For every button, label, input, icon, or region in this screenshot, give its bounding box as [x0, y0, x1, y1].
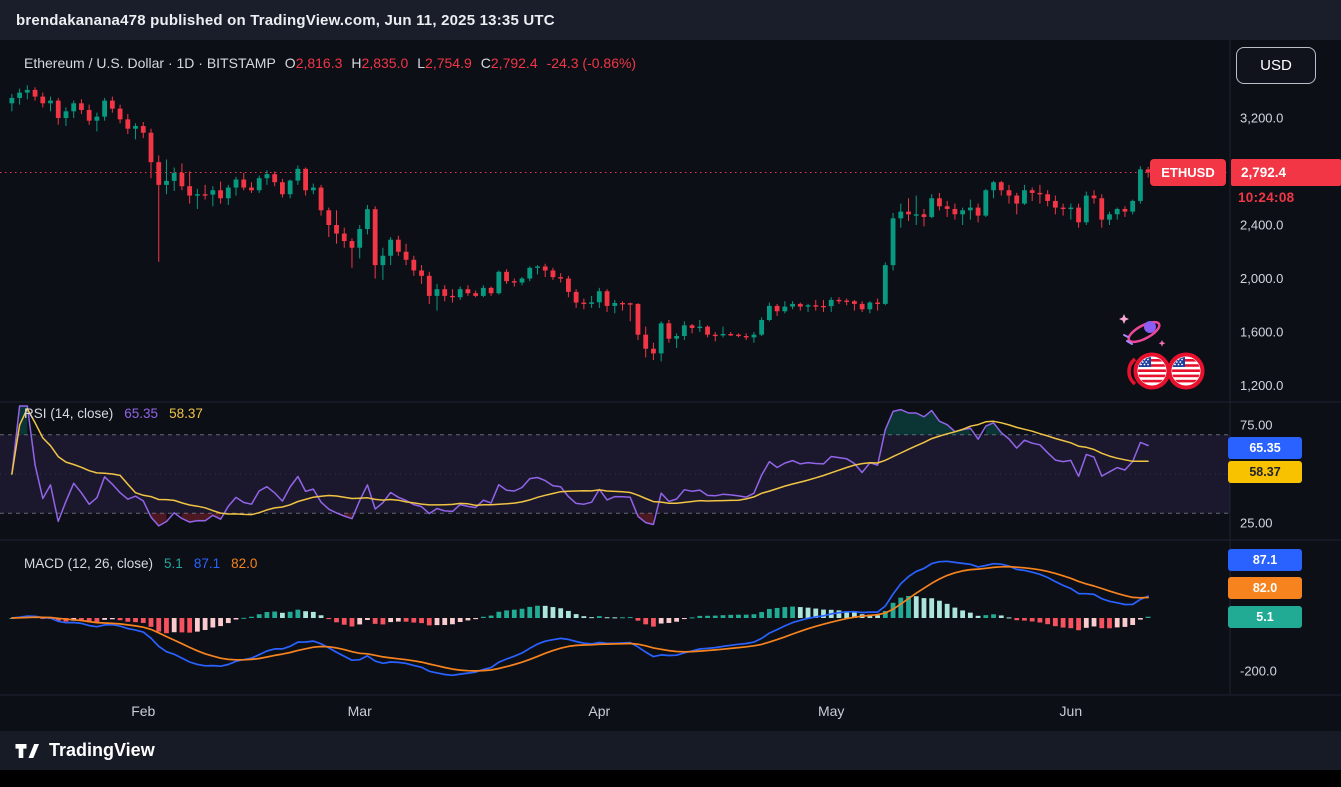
macd-line-badge: 87.1 [1228, 549, 1302, 571]
rsi-title[interactable]: RSI (14, close) [24, 406, 114, 421]
ohlc-low: L2,754.9 [417, 55, 472, 71]
svg-text:2,400.0: 2,400.0 [1240, 218, 1283, 233]
brand-name[interactable]: TradingView [49, 740, 155, 760]
symbol-legend: Ethereum / U.S. Dollar · 1D · BITSTAMP O… [24, 55, 636, 71]
svg-text:1,200.0: 1,200.0 [1240, 378, 1283, 393]
rsi-legend: RSI (14, close) 65.35 58.37 [24, 406, 203, 421]
svg-text:25.00: 25.00 [1240, 516, 1273, 531]
svg-text:3,200.0: 3,200.0 [1240, 111, 1283, 126]
svg-text:Feb: Feb [131, 703, 155, 719]
currency-toggle-usd-button[interactable]: USD [1236, 47, 1316, 84]
symbol-price-label: ETHUSD [1150, 159, 1226, 186]
bottom-strip [0, 770, 1341, 787]
flag-motion-arc [1127, 357, 1137, 386]
share-header: brendakanana478 published on TradingView… [0, 0, 1341, 40]
comet-sticker-icon[interactable] [1119, 314, 1166, 347]
svg-text:May: May [818, 703, 844, 719]
macd-signal-badge: 82.0 [1228, 577, 1302, 599]
svg-text:-200.0: -200.0 [1240, 664, 1277, 679]
tradingview-logo-icon[interactable] [14, 740, 40, 762]
ohlc-open: O2,816.3 [284, 55, 343, 71]
svg-text:2,000.0: 2,000.0 [1240, 271, 1283, 286]
ohlc-high: H2,835.0 [351, 55, 409, 71]
macd-title[interactable]: MACD (12, 26, close) [24, 556, 154, 571]
ohlc-close: C2,792.4 [480, 55, 538, 71]
chart-canvas[interactable]: 3,200.0 2,400.0 2,000.0 1,600.0 1,200.0 75.00… [0, 40, 1341, 731]
sticker-overlay [1116, 310, 1220, 398]
publisher-text: brendakanana478 published on TradingView… [16, 11, 555, 29]
svg-text:Mar: Mar [348, 703, 372, 719]
svg-text:1,600.0: 1,600.0 [1240, 325, 1283, 340]
macd-hist-badge: 5.1 [1228, 606, 1302, 628]
rsi-value-badge: 65.35 [1228, 437, 1302, 459]
macd-legend: MACD (12, 26, close) 5.1 87.1 82.0 [24, 556, 257, 571]
footer-bar: TradingView [0, 731, 1341, 770]
svg-text:75.00: 75.00 [1240, 418, 1273, 433]
rsi-value: 65.35 [124, 406, 159, 421]
svg-text:Jun: Jun [1060, 703, 1083, 719]
change-value: -24.3 (-0.86%) [546, 55, 637, 71]
macd-line-value: 87.1 [193, 556, 221, 571]
bar-close-countdown: 10:24:08 [1238, 190, 1295, 205]
last-price-badge: 2,792.4 [1231, 159, 1341, 186]
symbol-title[interactable]: Ethereum / U.S. Dollar · 1D · BITSTAMP [24, 55, 276, 71]
macd-signal-value: 82.0 [231, 556, 258, 571]
macd-hist-value: 5.1 [164, 556, 183, 571]
svg-text:Apr: Apr [588, 703, 610, 719]
rsi-ma-value: 58.37 [169, 406, 203, 421]
us-flag-sticker-icon[interactable] [1170, 355, 1203, 388]
us-flag-sticker-icon[interactable] [1136, 355, 1169, 388]
rsi-ma-value-badge: 58.37 [1228, 461, 1302, 483]
